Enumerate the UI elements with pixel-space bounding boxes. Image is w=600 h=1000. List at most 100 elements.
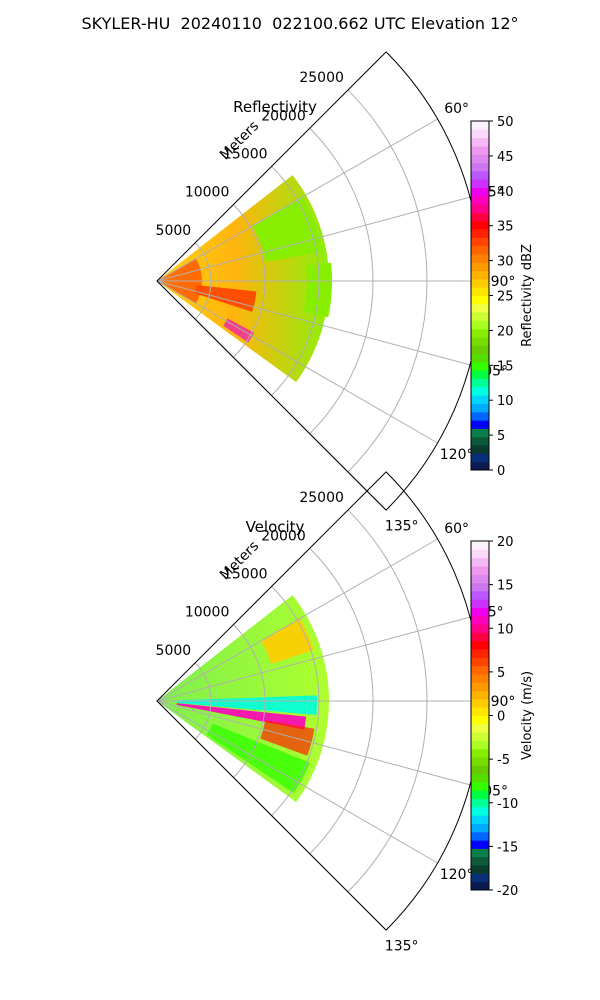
colorbar-swatch (471, 806, 489, 816)
colorbar-swatch (471, 831, 489, 841)
colorbar-swatch (471, 237, 489, 247)
colorbar-swatch (471, 574, 489, 584)
colorbar-tick-label: 50 (497, 115, 514, 130)
range-tick-label: 25000 (299, 490, 344, 506)
azimuth-gridline (156, 700, 471, 786)
colorbar-tick-label: -20 (497, 884, 518, 899)
colorbar-swatch (471, 403, 489, 413)
colorbar-swatch (471, 245, 489, 255)
colorbar-swatch (471, 361, 489, 371)
echo-core-magenta (223, 318, 255, 343)
colorbar-tick-label: 40 (497, 185, 514, 200)
colorbar-tick-label: 0 (497, 464, 505, 479)
colorbar-swatch (471, 428, 489, 438)
range-tick-label: 5000 (156, 223, 192, 239)
vel-green-patch (206, 723, 310, 794)
colorbar-tick-label: 35 (497, 220, 514, 235)
colorbar-tick-label: -5 (497, 753, 510, 768)
colorbar-swatch (471, 673, 489, 683)
colorbar-swatch (471, 220, 489, 230)
colorbar-swatch (471, 682, 489, 692)
colorbar-tick-label: 20 (497, 324, 514, 339)
colorbar-swatch (471, 615, 489, 625)
page-title: SKYLER-HU 20240110 022100.662 UTC Elevat… (81, 14, 519, 33)
colorbar-tick-label: 10 (497, 394, 514, 409)
colorbar-swatch (471, 657, 489, 667)
colorbar-swatch (471, 773, 489, 783)
colorbar-swatch (471, 154, 489, 164)
colorbar-swatch (471, 815, 489, 825)
colorbar-swatch (471, 765, 489, 775)
colorbar-swatch (471, 445, 489, 454)
colorbar-swatch (471, 690, 489, 700)
colorbar-swatch (471, 582, 489, 592)
colorbar-swatch (471, 848, 489, 858)
colorbar-swatch (471, 607, 489, 617)
colorbar: 0 5 10 15 20 25 30 35 40 45 50 Reflectivity dBZ (470, 115, 535, 479)
echo-edge-green (303, 262, 332, 318)
colorbar-swatch (471, 137, 489, 147)
colorbar-swatch (471, 599, 489, 608)
azimuth-tick-label: 90° (491, 274, 516, 290)
colorbar-swatch (471, 253, 489, 263)
colorbar-swatch (471, 715, 489, 725)
colorbar-tick-label: 0 (497, 710, 505, 725)
azimuth-gridline (156, 280, 471, 366)
colorbar-swatch (471, 162, 489, 172)
data-field (157, 595, 330, 803)
colorbar: -20 -15 -10 -5 0 5 10 15 20 Velocity (m/s) (470, 535, 535, 899)
colorbar-tick-label: -15 (497, 840, 518, 855)
colorbar-tick-label: 15 (497, 579, 514, 594)
colorbar-swatch (471, 411, 489, 421)
colorbar-swatch (471, 436, 489, 446)
colorbar-tick-label: 30 (497, 255, 514, 270)
colorbar-swatch (471, 781, 489, 791)
azimuth-tick-label: 60° (444, 101, 469, 117)
azimuth-tick-label: 60° (444, 521, 469, 537)
colorbar-swatch (471, 353, 489, 363)
colorbar-swatch (471, 840, 489, 849)
colorbar-tick-label: 5 (497, 429, 505, 444)
colorbar-swatch (471, 748, 489, 758)
colorbar-swatch (471, 278, 489, 288)
colorbar-swatch (471, 649, 489, 658)
colorbar-tick-label: 25 (497, 290, 514, 305)
colorbar-swatch (471, 121, 489, 130)
colorbar-swatch (471, 212, 489, 222)
colorbar-swatch (471, 204, 489, 213)
azimuth-gridline (156, 616, 471, 702)
azimuth-gridline (156, 196, 471, 282)
azimuth-tick-label: 90° (491, 694, 516, 710)
colorbar-swatch (471, 370, 489, 380)
colorbar-swatch (471, 262, 489, 272)
vel-yellow-patch (260, 618, 314, 664)
colorbar-swatch (471, 590, 489, 600)
colorbar-label: Reflectivity dBZ (520, 244, 535, 347)
colorbar-swatch (471, 740, 489, 750)
colorbar-tick-label: 15 (497, 359, 514, 374)
colorbar-swatch (471, 790, 489, 800)
range-tick-label: 20000 (261, 108, 306, 124)
vel-red-patch (260, 720, 315, 756)
range-tick-label: 15000 (223, 146, 268, 162)
colorbar-swatch (471, 732, 489, 741)
colorbar-swatch (471, 856, 489, 866)
colorbar-tick-label: -10 (497, 797, 518, 812)
azimuth-tick-label: 135° (385, 939, 419, 955)
colorbar-swatch (471, 287, 489, 296)
azimuth-tick-label: 120° (440, 447, 474, 463)
colorbar-swatch (471, 632, 489, 642)
colorbar-swatch (471, 624, 489, 633)
colorbar-swatch (471, 723, 489, 733)
colorbar-swatch (471, 145, 489, 155)
colorbar-swatch (471, 229, 489, 238)
panel-title: Velocity (246, 518, 305, 536)
panel-title: Reflectivity (233, 98, 317, 116)
range-tick-label: 15000 (223, 566, 268, 582)
colorbar-tick-label: 20 (497, 535, 514, 550)
colorbar-swatch (471, 179, 489, 188)
colorbar-swatch (471, 170, 489, 180)
range-tick-label: 5000 (156, 643, 192, 659)
colorbar-swatch (471, 420, 489, 429)
